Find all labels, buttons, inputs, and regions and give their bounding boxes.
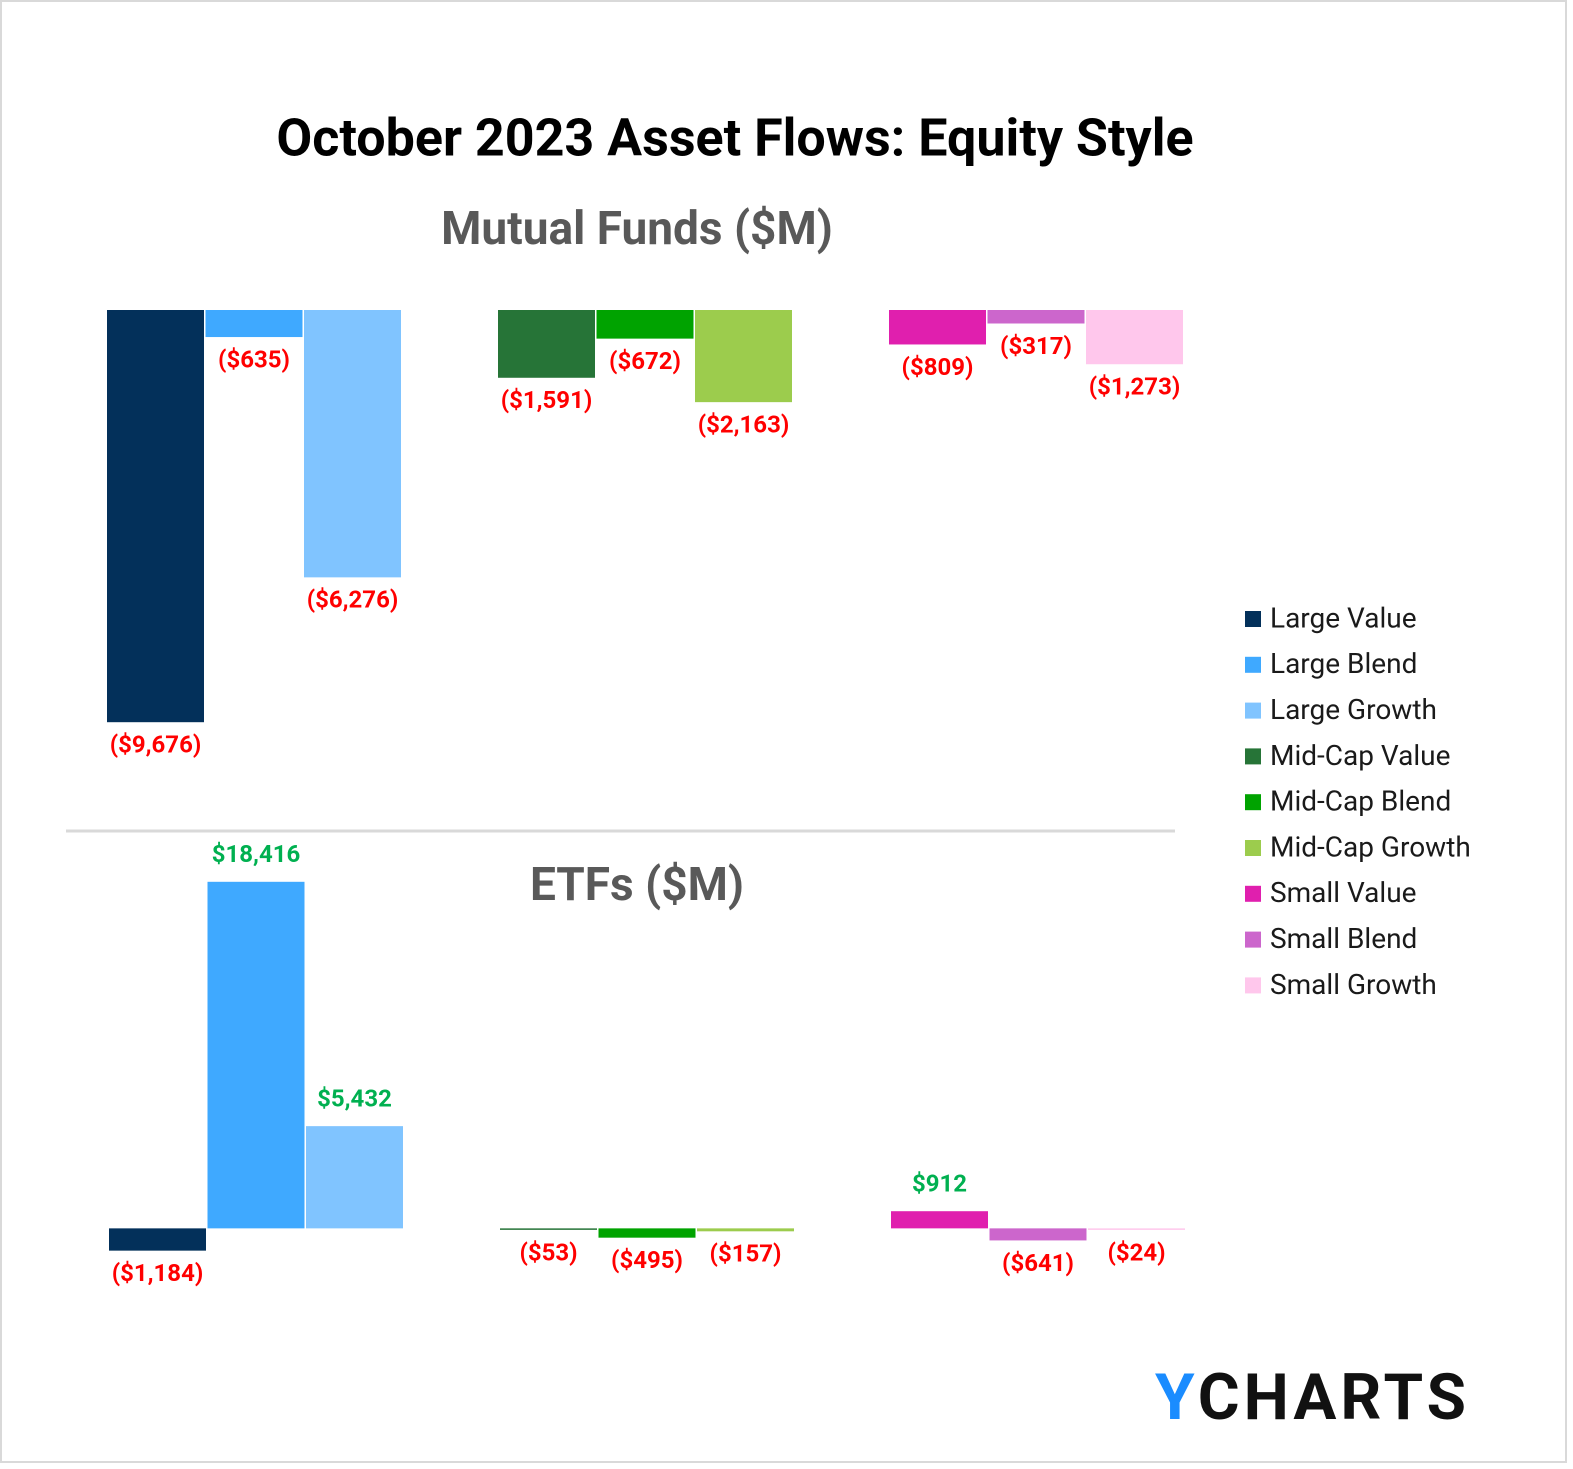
value-label: ($495) [611,1246,683,1274]
legend-label: Mid-Cap Value [1270,739,1450,772]
bar [109,1228,206,1251]
bar [987,310,1085,324]
logo: YCHARTS [1155,1360,1470,1435]
bar [207,881,305,1229]
bar [498,310,595,378]
value-label: $912 [912,1170,967,1198]
legend-label: Large Blend [1270,647,1417,680]
bar [596,310,694,339]
panel-title: ETFs ($M) [530,858,744,912]
bar [1088,1228,1185,1230]
bar [1086,310,1183,365]
bar [500,1228,597,1230]
value-label: ($9,676) [110,731,202,759]
legend-swatch [1245,656,1261,673]
bar [695,310,792,403]
legend-swatch [1245,931,1261,948]
bar [889,310,986,345]
chart-title: October 2023 Asset Flows: Equity Style [276,108,1193,169]
value-label: ($157) [710,1240,782,1268]
logo-mark: Y [1155,1360,1198,1435]
value-label: ($317) [1000,332,1072,360]
value-label: ($1,591) [501,386,593,414]
panel-title: Mutual Funds ($M) [441,202,833,256]
bar [891,1211,988,1229]
value-label: ($53) [519,1239,577,1267]
value-label: ($672) [609,347,681,375]
legend-label: Large Growth [1270,693,1437,726]
bar [107,310,204,723]
bar [304,310,401,578]
legend-label: Small Value [1270,876,1417,909]
bar [205,310,303,338]
value-label: ($635) [218,345,290,373]
legend-label: Small Growth [1270,968,1437,1001]
legend-swatch [1245,885,1261,902]
legend-label: Mid-Cap Blend [1270,785,1451,818]
logo-text: CHARTS [1198,1360,1470,1435]
value-label: $5,432 [317,1084,392,1112]
value-label: ($6,276) [307,586,399,614]
value-label: $18,416 [212,840,301,868]
value-label: ($641) [1002,1249,1074,1277]
legend-swatch [1245,840,1261,856]
value-label: ($24) [1107,1239,1165,1267]
legend-swatch [1245,748,1261,765]
legend-label: Mid-Cap Growth [1270,830,1471,863]
bar [697,1228,794,1232]
legend-label: Small Blend [1270,922,1417,955]
legend-swatch [1245,977,1261,994]
value-label: ($1,184) [112,1259,204,1287]
bar [598,1228,696,1238]
legend-label: Large Value [1270,601,1417,634]
legend-swatch [1245,611,1261,627]
bar [306,1126,403,1229]
value-label: ($2,163) [698,410,790,438]
value-label: ($809) [902,353,974,381]
value-label: ($1,273) [1089,373,1181,401]
bar [989,1228,1087,1241]
legend-swatch [1245,702,1261,719]
legend-swatch [1245,794,1261,811]
